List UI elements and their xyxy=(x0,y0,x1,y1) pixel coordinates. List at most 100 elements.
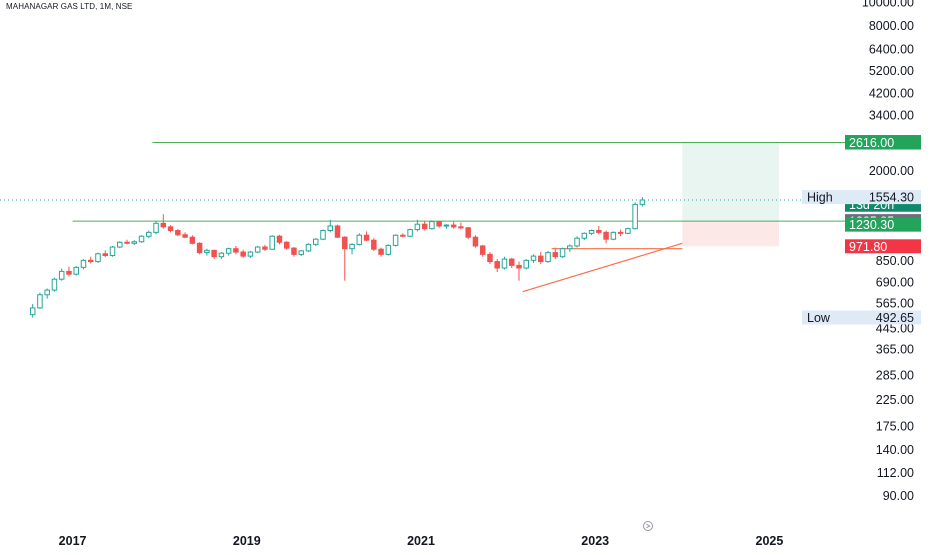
candle-body xyxy=(610,231,617,240)
candle xyxy=(523,259,530,270)
candle-body xyxy=(588,229,595,234)
high-low-labels: High 1554.30 Low 492.65 xyxy=(802,190,921,325)
candle xyxy=(625,227,631,235)
candle xyxy=(182,232,188,239)
y-axis: 10000.00 8000.00 6400.00 5200.00 4200.00 3400… xyxy=(862,0,914,503)
candle xyxy=(421,220,428,231)
candle-body xyxy=(552,252,559,258)
candle-body xyxy=(392,234,399,246)
candle-body xyxy=(574,237,580,247)
candle-body xyxy=(378,248,384,255)
candle-body xyxy=(146,231,152,237)
y-tick-label: 850.00 xyxy=(876,254,914,268)
candle xyxy=(632,202,638,230)
y-tick-label: 6400.00 xyxy=(869,42,914,56)
candle xyxy=(603,230,609,244)
candle-body xyxy=(479,245,486,255)
candle-body xyxy=(138,235,145,243)
candle xyxy=(371,238,377,251)
price-tag: 1230.30 xyxy=(845,217,921,232)
candle xyxy=(574,236,580,248)
candle-body xyxy=(443,224,450,227)
candle-body xyxy=(225,248,232,254)
x-tick-label: 2021 xyxy=(407,534,435,548)
candle xyxy=(538,252,544,265)
candle xyxy=(204,248,210,256)
candle-body xyxy=(327,225,334,231)
x-tick-label: 2023 xyxy=(581,534,609,548)
candle-body xyxy=(80,259,87,268)
candle-body xyxy=(458,226,464,229)
candle xyxy=(458,222,464,230)
candle xyxy=(146,230,152,239)
candle xyxy=(479,244,486,257)
candle xyxy=(196,242,203,255)
candle xyxy=(472,235,479,248)
goto-realtime-icon[interactable] xyxy=(643,521,653,531)
candle xyxy=(80,259,87,270)
candle xyxy=(320,229,326,241)
candle xyxy=(385,244,392,256)
candle xyxy=(508,257,515,269)
candle xyxy=(516,261,522,281)
candle xyxy=(225,247,232,256)
candle xyxy=(363,231,370,242)
candle-body xyxy=(385,244,392,255)
candle xyxy=(342,236,348,281)
x-tick-label: 2017 xyxy=(59,534,87,548)
candle-body xyxy=(320,229,326,240)
price-tag-label: 2616.00 xyxy=(849,136,894,150)
candle xyxy=(291,247,297,257)
candle-body xyxy=(29,307,36,316)
candle-body xyxy=(603,231,609,240)
candle xyxy=(131,240,138,245)
candle xyxy=(581,232,588,241)
y-tick-label: 365.00 xyxy=(876,342,914,356)
candle-body xyxy=(494,261,500,269)
candle-body xyxy=(538,255,544,263)
trend-line xyxy=(522,242,683,293)
y-tick-label: 90.00 xyxy=(883,489,914,503)
candle xyxy=(37,292,43,309)
candle xyxy=(87,256,94,264)
candle xyxy=(117,241,123,249)
candle xyxy=(233,245,239,255)
candle xyxy=(349,243,355,255)
y-tick-label: 8000.00 xyxy=(869,19,914,33)
candle xyxy=(298,249,304,257)
high-label-bg xyxy=(802,190,921,205)
horizontal-levels xyxy=(72,142,845,222)
y-tick-label: 140.00 xyxy=(876,443,914,457)
target-zone xyxy=(682,142,779,222)
y-tick-label: 445.00 xyxy=(876,322,914,336)
candle-body xyxy=(501,258,508,269)
candle-body xyxy=(124,241,130,244)
candle xyxy=(334,224,341,239)
candle-body xyxy=(312,238,319,245)
candle xyxy=(283,241,290,250)
candle-body xyxy=(632,203,638,230)
low-label-text: Low xyxy=(807,311,831,325)
candle xyxy=(138,235,145,243)
candle-body xyxy=(218,252,225,258)
candle-body xyxy=(436,221,442,227)
candle-body xyxy=(167,226,174,231)
goto-realtime-arrow xyxy=(646,523,651,529)
candle-body xyxy=(545,252,551,263)
candle-body xyxy=(414,223,421,231)
x-tick-label: 2025 xyxy=(756,534,784,548)
candle-body xyxy=(117,241,123,248)
price-tag-bg xyxy=(845,217,921,232)
candle-body xyxy=(73,266,79,275)
candle-body xyxy=(196,242,203,254)
candle-body xyxy=(487,253,493,263)
candle-body xyxy=(51,278,58,291)
candle-body xyxy=(189,236,196,244)
candle xyxy=(211,249,217,260)
candle-body xyxy=(298,250,304,255)
candle-body xyxy=(95,253,101,263)
high-label-text: High xyxy=(807,191,833,205)
